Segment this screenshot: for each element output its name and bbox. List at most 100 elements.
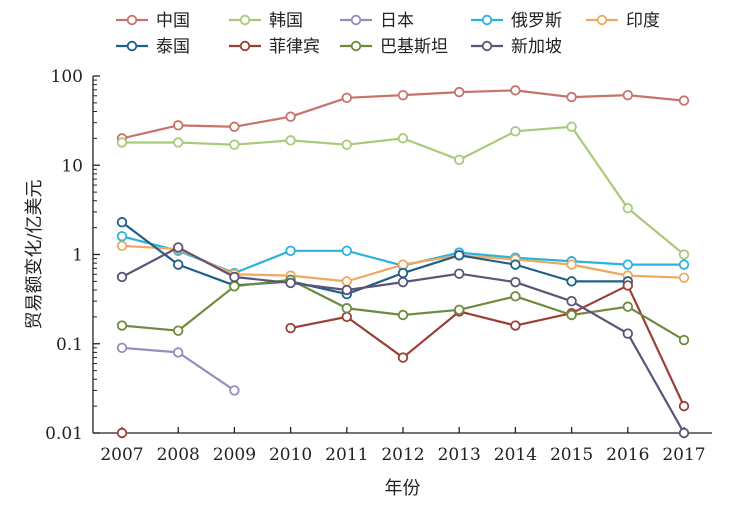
- x-axis-title: 年份: [385, 478, 421, 499]
- legend-item: 韩国: [229, 11, 303, 31]
- legend-swatch-marker: [126, 14, 138, 26]
- data-point: [678, 95, 690, 106]
- data-point: [341, 303, 353, 314]
- data-point: [285, 245, 296, 257]
- data-point: [678, 249, 690, 260]
- legend-swatch-marker: [239, 40, 251, 52]
- data-point: [397, 309, 409, 321]
- data-point: [510, 276, 521, 288]
- series-7: [116, 280, 690, 439]
- data-point: [510, 320, 521, 331]
- y-tick-label: 10: [61, 156, 83, 176]
- data-point: [678, 334, 690, 346]
- data-point: [172, 120, 184, 131]
- data-point: [229, 121, 240, 132]
- legend-label: 新加坡: [511, 37, 562, 57]
- y-axis-title: 贸易额变化/亿美元: [24, 179, 45, 329]
- data-point: [566, 121, 577, 132]
- data-point: [341, 92, 353, 103]
- legend-item: 印度: [586, 11, 660, 31]
- data-point: [341, 284, 353, 296]
- series-9: [116, 242, 690, 439]
- series-layer: [116, 85, 690, 439]
- data-point: [566, 91, 577, 103]
- data-point: [116, 240, 128, 252]
- x-tick-label: 2009: [213, 445, 256, 465]
- data-point: [285, 322, 296, 334]
- data-point: [229, 271, 240, 283]
- legend-label: 泰国: [156, 37, 190, 57]
- data-point: [454, 154, 465, 166]
- legend-swatch-marker: [481, 14, 493, 26]
- legend-item: 巴基斯坦: [340, 37, 448, 57]
- y-tick-label: 1: [72, 246, 83, 266]
- data-point: [510, 126, 521, 137]
- legend-swatch-marker: [350, 40, 362, 52]
- data-point: [285, 277, 296, 289]
- data-point: [285, 111, 296, 122]
- data-point: [678, 272, 690, 283]
- legend-swatch-marker: [481, 40, 493, 52]
- x-tick-label: 2012: [381, 445, 424, 465]
- legend-swatch-marker: [350, 14, 362, 26]
- legend-swatch-marker: [239, 14, 251, 26]
- data-point: [229, 139, 240, 150]
- series-1: [116, 85, 690, 144]
- data-point: [622, 203, 634, 214]
- data-point: [454, 268, 465, 279]
- data-point: [454, 304, 465, 316]
- data-point: [397, 276, 409, 288]
- x-tick-label: 2011: [325, 445, 368, 465]
- series-line: [122, 125, 685, 256]
- data-point: [622, 259, 634, 270]
- data-point: [566, 276, 577, 287]
- x-tick-label: 2016: [606, 445, 649, 465]
- data-point: [622, 280, 634, 291]
- legend-label: 日本: [380, 11, 414, 31]
- legend-label: 巴基斯坦: [380, 37, 448, 57]
- data-point: [454, 86, 465, 98]
- data-point: [341, 139, 353, 150]
- data-point: [622, 301, 634, 312]
- data-point: [566, 309, 577, 321]
- data-point: [510, 291, 521, 302]
- data-point: [172, 137, 184, 148]
- data-point: [229, 281, 240, 292]
- x-tick-label: 2010: [269, 445, 312, 465]
- legend-item: 日本: [340, 11, 414, 31]
- x-tick-label: 2015: [550, 445, 593, 465]
- series-3: [116, 342, 240, 396]
- data-point: [454, 250, 465, 261]
- legend-label: 中国: [156, 11, 190, 31]
- data-point: [116, 342, 128, 354]
- data-point: [510, 85, 521, 96]
- data-point: [116, 137, 128, 148]
- series-line: [121, 221, 628, 296]
- data-point: [285, 135, 296, 146]
- x-tick-label: 2013: [438, 445, 481, 465]
- legend-label: 韩国: [269, 11, 303, 31]
- x-ticks: 2007 2008 2009 2010 2011 2012 2013 2014 2015 2016…: [100, 427, 706, 465]
- legend-item: 菲律宾: [229, 37, 320, 57]
- data-point: [397, 259, 409, 270]
- legend-label: 菲律宾: [269, 37, 320, 57]
- series-5: [116, 240, 690, 287]
- y-tick-label: 0.01: [45, 424, 83, 444]
- data-point: [116, 217, 128, 228]
- data-point: [116, 427, 128, 439]
- data-point: [566, 259, 577, 270]
- legend-item: 泰国: [116, 37, 190, 57]
- data-point: [622, 89, 634, 101]
- data-point: [172, 242, 184, 253]
- data-point: [116, 271, 128, 283]
- data-point: [397, 352, 409, 363]
- data-point: [172, 259, 184, 270]
- data-point: [172, 347, 184, 358]
- data-point: [341, 276, 353, 287]
- legend-label: 俄罗斯: [511, 11, 562, 31]
- legend-item: 中国: [116, 11, 190, 31]
- data-point: [566, 295, 577, 307]
- legend-swatch-marker: [126, 40, 138, 52]
- x-tick-label: 2014: [494, 445, 537, 465]
